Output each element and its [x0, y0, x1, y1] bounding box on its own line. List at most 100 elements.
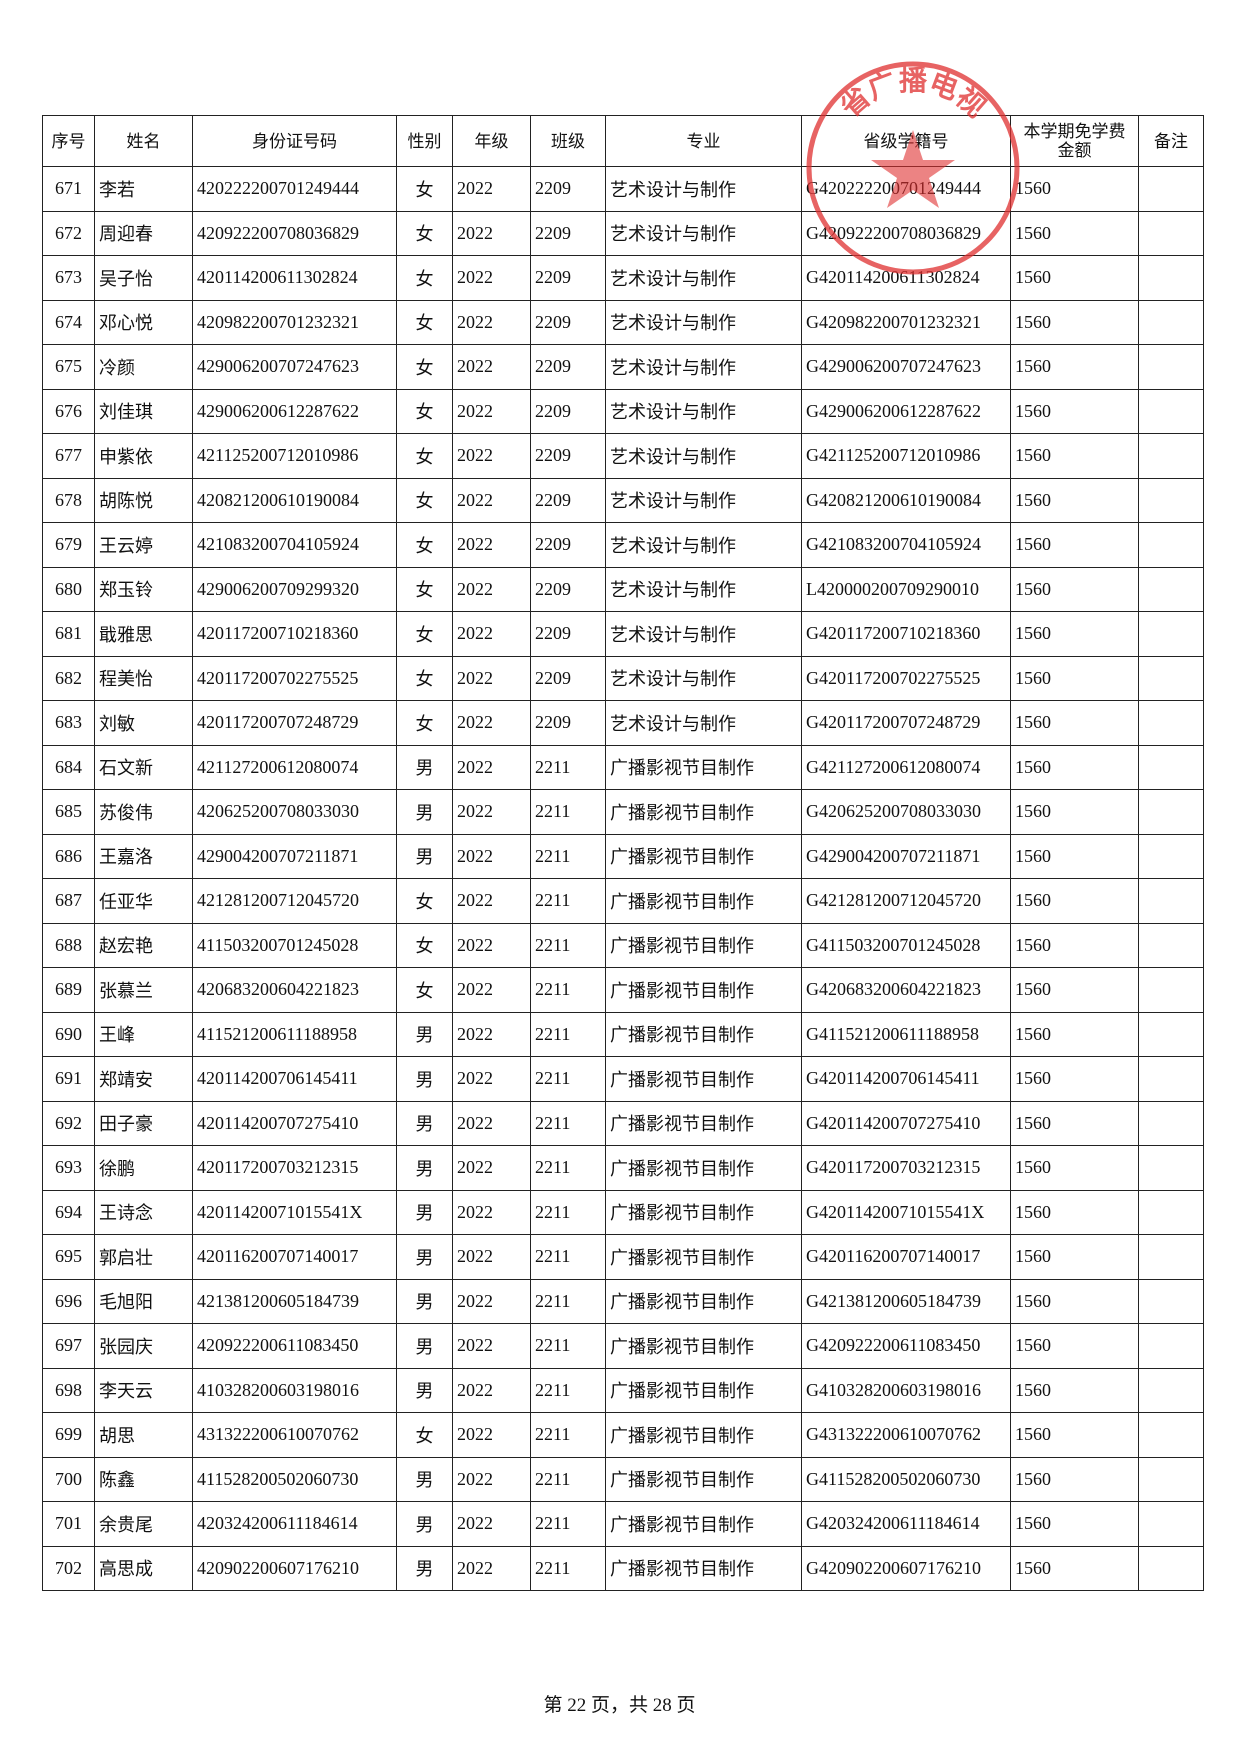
table-cell: [1138, 166, 1204, 212]
table-cell: G42011420071015541X: [801, 1189, 1011, 1235]
table-cell: 吴子怡: [94, 255, 193, 301]
header-cell: 备注: [1138, 115, 1204, 167]
table-cell: 2022: [452, 1011, 531, 1057]
table-cell: 广播影视节目制作: [605, 1545, 802, 1591]
table-cell: 2022: [452, 1367, 531, 1413]
table-cell: 广播影视节目制作: [605, 1189, 802, 1235]
table-cell: 广播影视节目制作: [605, 1456, 802, 1502]
table-cell: 672: [42, 210, 95, 256]
table-cell: 2022: [452, 967, 531, 1013]
table-cell: 2022: [452, 1456, 531, 1502]
table-cell: G420922200708036829: [801, 210, 1011, 256]
table-cell: 女: [396, 477, 453, 523]
table-row: 687 任亚华 421281200712045720 女 2022 2211 广播影视节目制…: [42, 878, 1204, 924]
table-cell: 2211: [530, 1412, 606, 1458]
table-cell: 女: [396, 700, 453, 746]
table-cell: 1560: [1010, 1234, 1139, 1280]
table-cell: 广播影视节目制作: [605, 1145, 802, 1191]
table-cell: 674: [42, 299, 95, 345]
table-cell: [1138, 744, 1204, 790]
table-cell: 2022: [452, 1323, 531, 1369]
table-cell: 1560: [1010, 1011, 1139, 1057]
table-cell: 2211: [530, 1145, 606, 1191]
table-row: 684 石文新 421127200612080074 男 2022 2211 广播影视节目制…: [42, 744, 1204, 790]
table-row: 688 赵宏艳 411503200701245028 女 2022 2211 广播影视节目制…: [42, 922, 1204, 968]
table-cell: 女: [396, 388, 453, 434]
table-cell: 毛旭阳: [94, 1278, 193, 1324]
table-row: 682 程美怡 420117200702275525 女 2022 2209 艺术设计与制作…: [42, 655, 1204, 701]
table-cell: 420625200708033030: [192, 789, 397, 835]
table-cell: 2022: [452, 166, 531, 212]
table-cell: [1138, 833, 1204, 879]
table-cell: G420922200611083450: [801, 1323, 1011, 1369]
table-cell: 2209: [530, 655, 606, 701]
table-cell: 广播影视节目制作: [605, 789, 802, 835]
table-cell: 2211: [530, 922, 606, 968]
table-row: 673 吴子怡 420114200611302824 女 2022 2209 艺术设计与制作…: [42, 255, 1204, 301]
table-cell: 艺术设计与制作: [605, 433, 802, 479]
table-cell: 1560: [1010, 1501, 1139, 1547]
table-cell: 1560: [1010, 833, 1139, 879]
table-cell: 女: [396, 255, 453, 301]
table-cell: 2022: [452, 388, 531, 434]
table-cell: 男: [396, 1367, 453, 1413]
table-cell: 2211: [530, 967, 606, 1013]
table-cell: 689: [42, 967, 95, 1013]
table-cell: 男: [396, 744, 453, 790]
table-cell: 女: [396, 299, 453, 345]
table-cell: 广播影视节目制作: [605, 967, 802, 1013]
table-cell: 420116200707140017: [192, 1234, 397, 1280]
table-cell: G411503200701245028: [801, 922, 1011, 968]
table-cell: 男: [396, 1456, 453, 1502]
table-cell: 广播影视节目制作: [605, 1056, 802, 1102]
table-cell: 2209: [530, 566, 606, 612]
table-cell: G429004200707211871: [801, 833, 1011, 879]
table-cell: 艺术设计与制作: [605, 611, 802, 657]
table-cell: 420117200707248729: [192, 700, 397, 746]
table-cell: 420324200611184614: [192, 1501, 397, 1547]
table-cell: 42011420071015541X: [192, 1189, 397, 1235]
table-cell: G420625200708033030: [801, 789, 1011, 835]
table-cell: 申紫依: [94, 433, 193, 479]
table-cell: 2209: [530, 166, 606, 212]
table-cell: 421125200712010986: [192, 433, 397, 479]
table-cell: 广播影视节目制作: [605, 1278, 802, 1324]
table-cell: 女: [396, 655, 453, 701]
table-cell: 1560: [1010, 1545, 1139, 1591]
table-row: 702 高思成 420902200607176210 男 2022 2211 广播影视节目制…: [42, 1545, 1204, 1591]
table-cell: 693: [42, 1145, 95, 1191]
table-cell: 691: [42, 1056, 95, 1102]
table-cell: 671: [42, 166, 95, 212]
table-row: 678 胡陈悦 420821200610190084 女 2022 2209 艺术设计与制作…: [42, 477, 1204, 523]
header-cell: 姓名: [94, 115, 193, 167]
table-cell: G421083200704105924: [801, 522, 1011, 568]
table-cell: G420114200611302824: [801, 255, 1011, 301]
table-cell: 2209: [530, 611, 606, 657]
table-cell: 2209: [530, 700, 606, 746]
table-cell: 420222200701249444: [192, 166, 397, 212]
table-cell: 赵宏艳: [94, 922, 193, 968]
table-cell: 2211: [530, 1456, 606, 1502]
table-cell: 艺术设计与制作: [605, 522, 802, 568]
table-cell: [1138, 522, 1204, 568]
table-cell: 男: [396, 789, 453, 835]
table-cell: 男: [396, 1323, 453, 1369]
table-cell: [1138, 1056, 1204, 1102]
table-cell: [1138, 922, 1204, 968]
table-cell: 421281200712045720: [192, 878, 397, 924]
table-cell: 2022: [452, 1145, 531, 1191]
table-cell: 694: [42, 1189, 95, 1235]
table-row: 696 毛旭阳 421381200605184739 男 2022 2211 广播影视节目制…: [42, 1278, 1204, 1324]
table-cell: [1138, 344, 1204, 390]
table-cell: 广播影视节目制作: [605, 1367, 802, 1413]
table-row: 680 郑玉铃 429006200709299320 女 2022 2209 艺术设计与制作…: [42, 566, 1204, 612]
table-cell: 2209: [530, 477, 606, 523]
table-cell: 1560: [1010, 1323, 1139, 1369]
table-cell: 1560: [1010, 878, 1139, 924]
table-cell: G411528200502060730: [801, 1456, 1011, 1502]
header-row: 序号 姓名 身份证号码 性别 年级 班级 专业 省级学籍号 本学期免学费 金额 备注: [42, 115, 1204, 167]
table-cell: 2022: [452, 611, 531, 657]
table-cell: 女: [396, 344, 453, 390]
table-cell: 女: [396, 210, 453, 256]
table-cell: 男: [396, 1056, 453, 1102]
